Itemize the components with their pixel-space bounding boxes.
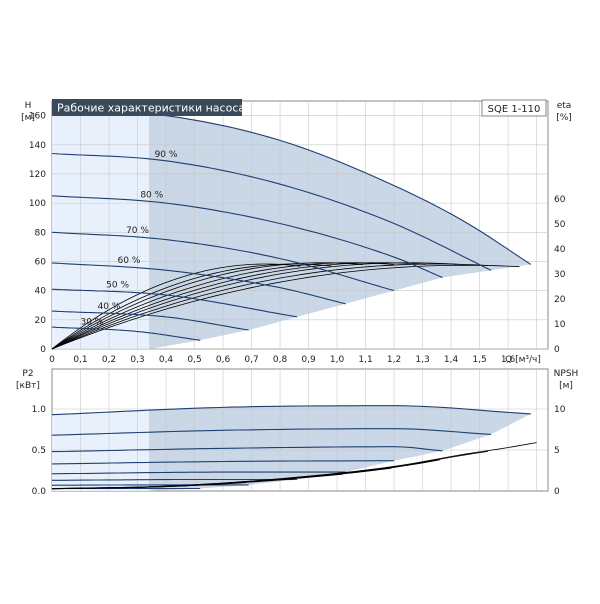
x-tick-label: 0,4 bbox=[159, 355, 174, 365]
x-tick-label: 0,3 bbox=[130, 355, 144, 365]
x-tick-label: 1,4 bbox=[444, 355, 459, 365]
y-tick-label: 80 bbox=[35, 228, 47, 238]
x-tick-label: 0 bbox=[49, 355, 55, 365]
speed-label: 30 % bbox=[80, 318, 103, 328]
x-tick-labels: 0 0,1 0,2 0,3 0,4 0,5 0,6 0,7 0,8 0,9 1,0 1,1 1,2 1,3… bbox=[49, 355, 515, 365]
y-tick-label: 40 bbox=[35, 287, 47, 297]
speed-label: 80 % bbox=[140, 191, 163, 201]
x-tick-label: 1,1 bbox=[358, 355, 372, 365]
x-tick-label: 1,5 bbox=[472, 355, 486, 365]
speed-label: 60 % bbox=[118, 256, 141, 266]
y-tick-label: 0 bbox=[40, 345, 46, 355]
y2-tick-label: 60 bbox=[554, 195, 566, 205]
p2-tick-label: 1.0 bbox=[32, 405, 47, 415]
y-tick-label: 20 bbox=[35, 316, 47, 326]
x-tick-label: 0,8 bbox=[273, 355, 288, 365]
y2-tick-label: 10 bbox=[554, 320, 566, 330]
x-tick-label: 0,9 bbox=[301, 355, 316, 365]
x-tick-label: 0,5 bbox=[187, 355, 201, 365]
speed-label: 40 % bbox=[98, 302, 121, 312]
chart-title: Рабочие характеристики насоса bbox=[57, 102, 245, 115]
npsh-tick-label: 10 bbox=[554, 405, 566, 415]
x-tick-label: 0,1 bbox=[73, 355, 87, 365]
y2-tick-label: 20 bbox=[554, 295, 566, 305]
x-tick-label: 0,7 bbox=[244, 355, 258, 365]
npsh-axis-label: NPSH bbox=[554, 369, 579, 379]
npsh-tick-labels: 0 5 10 bbox=[554, 405, 566, 497]
npsh-axis-unit: [м] bbox=[559, 381, 573, 391]
speed-label: 90 % bbox=[155, 150, 178, 160]
p2-axis-unit: [кВт] bbox=[16, 381, 40, 391]
p2-axis-label: P2 bbox=[22, 369, 33, 379]
p2-tick-label: 0.5 bbox=[32, 446, 46, 456]
p2-tick-labels: 0.0 0.5 1.0 bbox=[32, 405, 47, 497]
x-tick-label: 1,0 bbox=[330, 355, 345, 365]
speed-label: 70 % bbox=[126, 226, 149, 236]
y2-tick-label: 30 bbox=[554, 270, 566, 280]
speed-label: 50 % bbox=[106, 281, 129, 291]
x-tick-label: 0,6 bbox=[216, 355, 231, 365]
y2-axis-unit: [%] bbox=[556, 113, 572, 123]
y-tick-label: 120 bbox=[29, 170, 46, 180]
npsh-tick-label: 5 bbox=[554, 446, 560, 456]
x-axis-label: Q [м³/ч] bbox=[505, 355, 541, 365]
x-tick-label: 1,3 bbox=[415, 355, 429, 365]
y-axis-unit: [м] bbox=[21, 113, 35, 123]
p2-tick-label: 0.0 bbox=[32, 487, 47, 497]
y2-axis-label: eta bbox=[557, 101, 572, 111]
y-tick-label: 140 bbox=[29, 141, 46, 151]
head-efficiency-panel: 100 %90 %80 %70 %60 %50 %40 %30 % 00,10,… bbox=[21, 99, 572, 365]
y-tick-label: 100 bbox=[29, 199, 46, 209]
y2-tick-labels: 0 10 20 30 40 50 60 bbox=[554, 195, 566, 355]
y2-tick-label: 0 bbox=[554, 345, 560, 355]
y2-tick-label: 50 bbox=[554, 220, 566, 230]
x-tick-label: 0,2 bbox=[102, 355, 116, 365]
npsh-tick-label: 0 bbox=[554, 487, 560, 497]
y-axis-label: H bbox=[25, 101, 32, 111]
power-npsh-panel: 0.0 0.5 1.0 0 5 10 P2 [кВт] NPSH [м] bbox=[16, 369, 578, 497]
y-tick-label: 60 bbox=[35, 257, 47, 267]
x-tick-label: 1,2 bbox=[387, 355, 401, 365]
y2-tick-label: 40 bbox=[554, 245, 566, 255]
model-label: SQE 1-110 bbox=[488, 104, 541, 115]
